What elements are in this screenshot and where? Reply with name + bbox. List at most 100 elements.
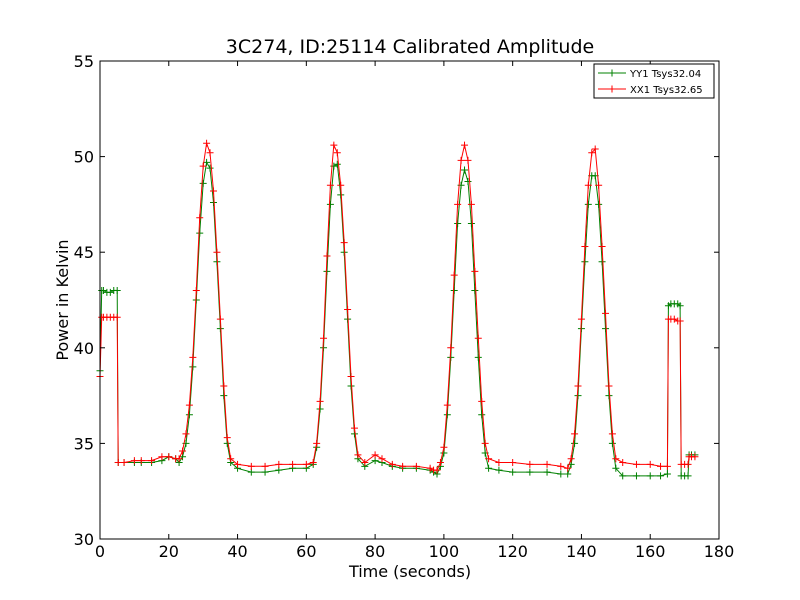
- data-point: [619, 472, 627, 480]
- data-point: [433, 466, 441, 474]
- data-point: [203, 139, 211, 147]
- y-tick-label: 40: [74, 339, 94, 358]
- data-point: [608, 430, 616, 438]
- data-point: [526, 468, 534, 476]
- data-point: [323, 267, 331, 275]
- data-point: [581, 258, 589, 266]
- data-point: [581, 242, 589, 250]
- data-point: [137, 457, 145, 465]
- x-tick-label: 60: [296, 542, 316, 561]
- data-point: [567, 455, 575, 463]
- y-tick-label: 50: [74, 148, 94, 167]
- data-point: [148, 457, 156, 465]
- data-point: [612, 464, 620, 472]
- data-point: [206, 149, 214, 157]
- data-point: [185, 411, 193, 419]
- data-point: [340, 239, 348, 247]
- data-point: [361, 459, 369, 467]
- data-point: [189, 353, 197, 361]
- data-point: [464, 156, 472, 164]
- x-tick-label: 0: [95, 542, 105, 561]
- data-point: [663, 470, 671, 478]
- axes: 0 20 40 60 80 100 120 140 160 180 30 35 40 45 50 55: [74, 52, 735, 561]
- data-point: [185, 401, 193, 409]
- plot-area: [96, 139, 699, 480]
- data-point: [588, 149, 596, 157]
- data-point: [454, 220, 462, 228]
- legend-box: [593, 63, 715, 99]
- data-point: [309, 459, 317, 467]
- data-point: [605, 392, 613, 400]
- data-point: [196, 229, 204, 237]
- legend-label-yy1: YY1 Tsys32.04: [629, 69, 701, 80]
- data-point: [478, 397, 486, 405]
- data-point: [663, 462, 671, 470]
- data-point: [571, 439, 579, 447]
- data-point: [199, 179, 207, 187]
- data-point: [440, 443, 448, 451]
- data-point: [591, 145, 599, 153]
- data-point: [447, 344, 455, 352]
- legend-marker-0: [608, 69, 616, 77]
- y-axis-label: Power in Kelvin: [53, 239, 72, 360]
- chart-title: 3C274, ID:25114 Calibrated Amplitude: [226, 36, 594, 58]
- data-point: [584, 200, 592, 208]
- data-point: [388, 460, 396, 468]
- data-point: [543, 468, 551, 476]
- data-point: [320, 334, 328, 342]
- data-point: [543, 460, 551, 468]
- data-point: [684, 460, 692, 468]
- data-point: [220, 382, 228, 390]
- data-point: [598, 258, 606, 266]
- data-point: [509, 468, 517, 476]
- x-tick-label: 80: [365, 542, 385, 561]
- data-point: [657, 472, 665, 480]
- data-point: [557, 462, 565, 470]
- data-point: [454, 200, 462, 208]
- plot-frame: [99, 60, 720, 540]
- data-point: [344, 306, 352, 314]
- data-point: [261, 462, 269, 470]
- data-point: [158, 453, 166, 461]
- data-point: [206, 164, 214, 172]
- data-point: [485, 455, 493, 463]
- x-tick-label: 140: [566, 542, 597, 561]
- data-point: [595, 181, 603, 189]
- data-point: [113, 286, 121, 294]
- data-point: [179, 447, 187, 455]
- data-point: [646, 460, 654, 468]
- data-point: [333, 160, 341, 168]
- data-point: [378, 455, 386, 463]
- data-point: [227, 455, 235, 463]
- y-tick-label: 45: [74, 243, 94, 262]
- data-point: [564, 464, 572, 472]
- x-tick-label: 180: [704, 542, 735, 561]
- data-point: [350, 424, 358, 432]
- data-point: [333, 149, 341, 157]
- data-point: [474, 334, 482, 342]
- x-tick-label: 120: [497, 542, 528, 561]
- data-point: [192, 286, 200, 294]
- data-point: [657, 462, 665, 470]
- data-point: [471, 267, 479, 275]
- legend: YY1 Tsys32.04 XX1 Tsys32.65: [593, 63, 715, 99]
- data-point: [275, 460, 283, 468]
- data-point: [676, 302, 684, 310]
- data-point: [189, 363, 197, 371]
- data-point: [326, 200, 334, 208]
- data-point: [632, 472, 640, 480]
- data-point: [495, 459, 503, 467]
- data-point: [196, 214, 204, 222]
- data-point: [691, 453, 699, 461]
- data-point: [114, 459, 122, 467]
- data-point: [485, 464, 493, 472]
- data-point: [412, 462, 420, 470]
- data-point: [289, 460, 297, 468]
- data-point: [209, 198, 217, 206]
- data-point: [302, 460, 310, 468]
- data-point: [399, 462, 407, 470]
- data-point: [574, 382, 582, 390]
- data-point: [436, 459, 444, 467]
- data-point: [574, 392, 582, 400]
- data-point: [619, 459, 627, 467]
